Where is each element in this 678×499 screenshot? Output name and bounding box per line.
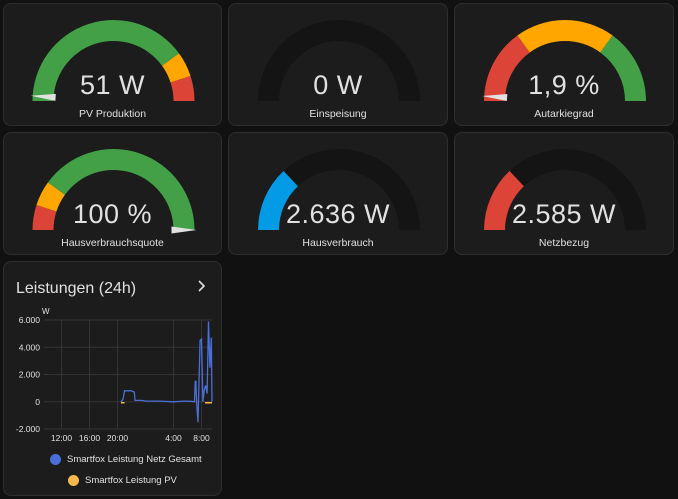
gauge-segment [36, 182, 65, 212]
gauge-value: 51 W [79, 70, 146, 100]
gauge-track [258, 149, 420, 230]
y-tick-label: -2.000 [16, 424, 40, 434]
gauge-label: Autarkiegrad [534, 108, 594, 120]
gauge-value: 2.585 W [511, 199, 617, 229]
gauge-dial [258, 20, 420, 102]
gauge-fill [258, 170, 298, 230]
legend-label: Smartfox Leistung PV [85, 475, 177, 486]
legend-color-dot [68, 475, 79, 486]
gauge-card-pv-produktion[interactable]: 51 W PV Produktion [3, 3, 222, 126]
gauge-card-einspeisung[interactable]: 0 W Einspeisung [228, 3, 448, 126]
y-tick-label: 0 [35, 397, 40, 407]
gauge-value: 0 W [313, 70, 363, 100]
y-tick-label: 2.000 [19, 370, 41, 380]
gauge-segment [170, 75, 195, 101]
legend-item-netz[interactable]: Smartfox Leistung Netz Gesamt [50, 454, 202, 465]
gauge-needle [171, 226, 197, 234]
gauge-card-autarkiegrad[interactable]: 1,9 % Autarkiegrad [454, 3, 674, 126]
y-tick-label: 4.000 [19, 342, 41, 352]
gauge-segment [32, 204, 57, 230]
series-line-netz [120, 321, 213, 423]
gauge-label: Netzbezug [538, 237, 590, 249]
gauge-dial [30, 20, 195, 102]
gauge-fill [484, 170, 524, 230]
gauge-dial [484, 149, 646, 230]
legend-color-dot [50, 454, 61, 465]
chevron-right-icon[interactable] [193, 278, 209, 294]
y-tick-label: 6.000 [19, 315, 41, 325]
gauge-segment [600, 35, 646, 102]
history-graph-card: Leistungen (24h) W 6.000 4.000 2.000 0 -2.000… [3, 261, 222, 496]
gauge-card-hausverbrauchsquote[interactable]: 100 % Hausverbrauchsquote [3, 132, 222, 255]
x-tick-label: 12:00 [51, 433, 73, 443]
y-unit-label: W [42, 307, 50, 316]
gauge-dial [258, 149, 420, 230]
gauge-card-hausverbrauch[interactable]: 2.636 W Hausverbrauch [228, 132, 448, 255]
x-tick-label: 20:00 [107, 433, 129, 443]
legend-item-pv[interactable]: Smartfox Leistung PV [68, 475, 177, 486]
gauge-label: Hausverbrauchsquote [61, 237, 164, 249]
gauge-segment [32, 20, 180, 102]
gauge-track [258, 20, 420, 102]
gauge-label: PV Produktion [78, 108, 147, 120]
gauge-segment [484, 35, 530, 102]
gauge-value: 1,9 % [528, 70, 600, 100]
gauge-dial [482, 19, 646, 102]
x-tick-label: 16:00 [79, 433, 101, 443]
x-tick-label: 8:00 [193, 433, 210, 443]
gauge-segment [162, 53, 191, 83]
gauge-track [484, 149, 646, 230]
gauge-needle [482, 94, 508, 102]
gauge-card-netzbezug[interactable]: 2.585 W Netzbezug [454, 132, 674, 255]
x-tick-label: 4:00 [165, 433, 182, 443]
gauge-segment [47, 149, 195, 230]
gauge-segment [517, 19, 613, 53]
gauge-value: 2.636 W [285, 199, 391, 229]
legend-label: Smartfox Leistung Netz Gesamt [67, 454, 202, 465]
gauge-needle [30, 93, 56, 101]
history-chart: W6.000 4.000 2.000 0 -2.000 12:00 16:00 20:00 4:… [16, 307, 213, 443]
gauge-dial [32, 149, 197, 234]
gauge-label: Hausverbrauch [302, 237, 374, 249]
gauge-value: 100 % [72, 199, 153, 229]
gauge-label: Einspeisung [309, 108, 367, 120]
history-title: Leistungen (24h) [16, 280, 137, 297]
